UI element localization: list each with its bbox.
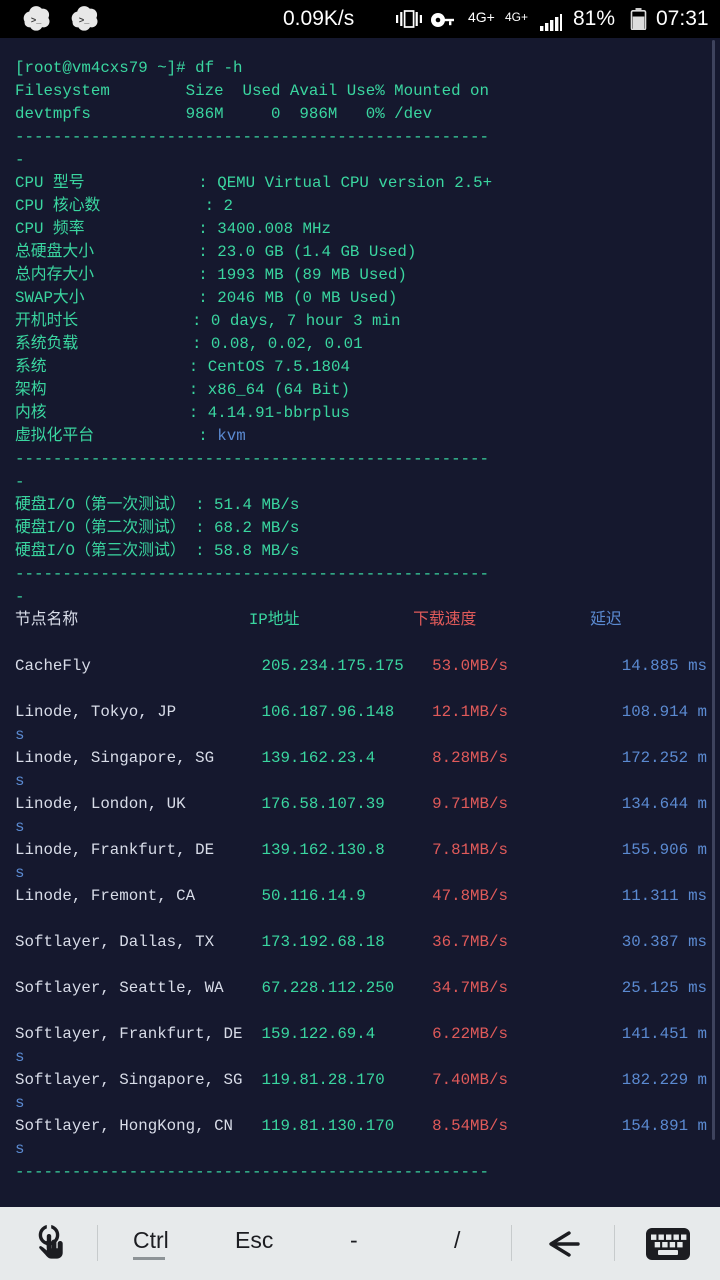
- svg-text:>_: >_: [79, 15, 90, 25]
- svg-text:>_: >_: [31, 15, 42, 25]
